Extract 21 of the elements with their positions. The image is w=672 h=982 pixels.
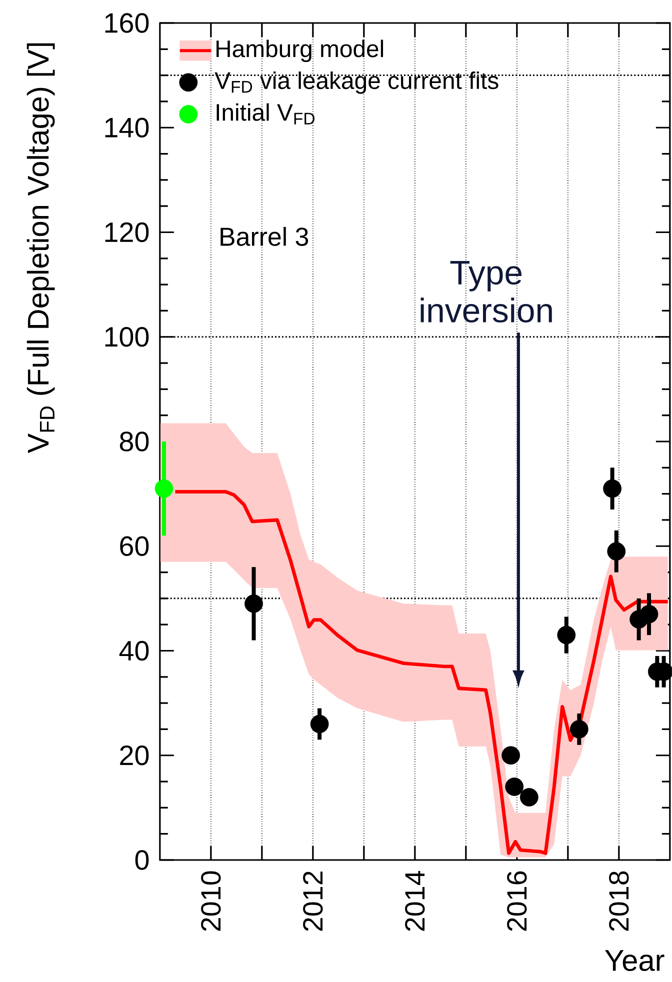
y-tick-label: 20: [120, 746, 149, 766]
x-axis-title: Year: [605, 950, 664, 972]
y-tick-label: 80: [120, 432, 149, 452]
y-axis-title: V$_{FD}$ (Full Depletion Voltage) [V]: [26, 43, 55, 454]
x-tick-label: 2012: [303, 872, 323, 931]
legend-label: Initial V$_{FD}$: [216, 103, 315, 124]
legend-label: Hamburg model: [216, 40, 384, 62]
y-tick-label: 0: [135, 850, 149, 870]
y-tick-label: 100: [105, 327, 149, 347]
legend-label: V$_{FD}$ via leakage current fits: [214, 72, 498, 94]
y-tick-label: 140: [105, 118, 149, 138]
annotation: Barrel 3: [220, 226, 308, 246]
y-tick-label: 120: [105, 222, 149, 242]
x-tick-label: 2014: [405, 871, 425, 931]
y-tick-label: 160: [105, 13, 149, 33]
y-tick-label: 60: [120, 536, 149, 556]
annotation: Type inversion: [420, 261, 552, 323]
x-tick-label: 2010: [201, 871, 221, 931]
y-tick-label: 40: [119, 640, 149, 661]
x-tick-label: 2016: [507, 871, 527, 931]
x-tick-label: 2018: [609, 871, 629, 931]
